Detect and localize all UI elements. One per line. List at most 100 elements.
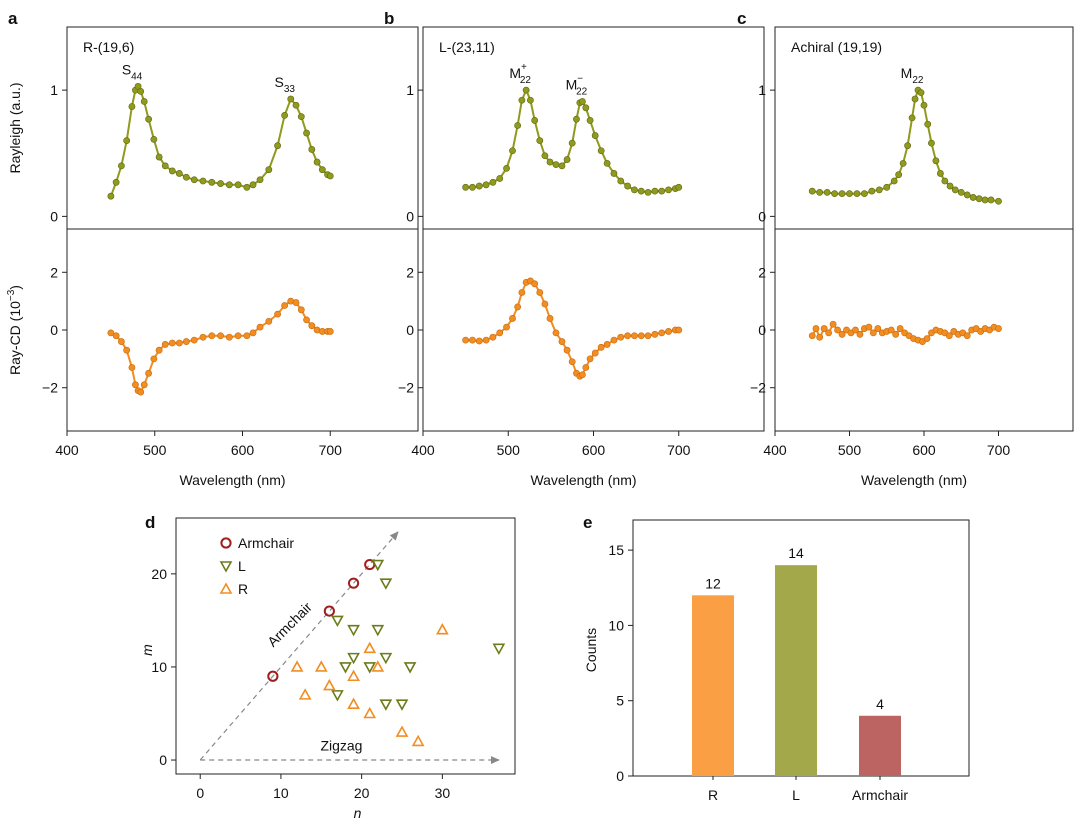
raycd-line [110,300,331,394]
raycd-point [834,326,841,334]
scatter-point-r [363,706,377,719]
peak-label: M− 22 [566,73,588,97]
raycd-point [820,325,828,332]
x-category-label: L [792,787,800,803]
y-tick-label: −2 [42,380,58,396]
rayleigh-point [951,186,959,194]
panel-c: c Achiral (19,19) 0 1 2 0 −2 400 500 600 700 Wavele… [737,9,1074,488]
scatter-point-l [371,559,385,572]
y-tick-label: 10 [608,617,624,633]
legend-label-r: R [238,581,248,597]
panel-letter-c: c [737,9,746,28]
raycd-point [597,343,605,351]
y-tick-label: 1 [406,82,414,98]
raycd-point [644,332,652,340]
rayleigh-point [552,161,560,169]
y-tick-label: 1 [758,82,766,98]
panel-e: e 0 5 10 15 Counts 12 R 14 L 4 Armchair [583,513,970,803]
rayleigh-point [182,173,190,181]
rayleigh-point [969,194,977,201]
rayleigh-point [168,167,176,175]
rayleigh-point [326,172,334,180]
rayleigh-point [496,175,504,182]
raycd-point [568,358,576,366]
scatter-point-r [298,688,312,700]
raycd-point [610,336,618,344]
peak-label: M+ 22 [509,62,531,86]
raycd-point [274,310,281,318]
x-axis-label: Wavelength (nm) [179,472,285,488]
raycd-point [475,337,483,345]
rayleigh-point [208,178,216,186]
raycd-point [249,329,257,337]
rayleigh-point [274,142,281,150]
rayleigh-point [527,96,534,104]
rayleigh-point [462,183,470,191]
raycd-point [631,332,638,340]
y-tick-label: 10 [151,659,167,675]
raycd-point [132,381,139,389]
scatter-point-l [492,643,506,655]
rayleigh-point [531,117,539,124]
panel-title: R-(19,6) [83,39,134,55]
rayleigh-point [675,183,683,191]
rayleigh-point [568,139,576,147]
rayleigh-point [489,178,497,186]
raycd-point [624,332,631,340]
x-tick-label: 20 [354,785,370,801]
y-tick-label: 2 [406,264,414,280]
x-tick-label: 400 [763,442,787,458]
rayleigh-point [155,153,163,161]
legend-marker-armchair [220,537,232,549]
rayleigh-point [190,176,198,184]
y-tick-label: 0 [50,208,58,224]
panel-letter-d: d [145,513,155,532]
rayleigh-point [808,187,816,195]
rayleigh-point [318,166,326,174]
peak-label: S44 [122,61,143,82]
bar-value-label: 14 [788,545,804,561]
rayleigh-point [234,181,242,189]
raycd-point [582,364,590,371]
raycd-point [496,329,504,337]
raycd-point [297,306,305,314]
rayleigh-point [579,98,586,105]
rayleigh-point [265,166,273,174]
y-tick-label: 0 [159,752,167,768]
rayleigh-point [217,180,224,187]
rayleigh-point [313,158,321,166]
panel-letter-b: b [384,9,394,28]
rayleigh-point [256,176,264,184]
rayleigh-point [118,162,125,170]
raycd-point [199,333,207,341]
rayleigh-point [637,187,645,195]
x-tick-label: 500 [838,442,862,458]
rayleigh-point [644,188,652,196]
y-axis-label-rayleigh: Rayleigh (a.u.) [7,82,23,173]
rayleigh-point [518,96,526,104]
rayleigh-point [308,146,316,153]
raycd-point [865,323,873,331]
rayleigh-point [995,197,1002,205]
scatter-point-r [363,641,377,654]
scatter-point-armchair [323,605,335,617]
rayleigh-point [936,170,944,177]
rayleigh-point [287,95,295,103]
y-tick-label: 2 [758,264,766,280]
x-axis-label: Wavelength (nm) [861,472,967,488]
rayleigh-point [853,190,861,198]
raycd-point [190,336,198,344]
rayleigh-point [249,181,257,189]
x-category-label: R [708,787,718,803]
rayleigh-point [932,157,940,165]
raycd-point [637,332,645,340]
raycd-point [591,349,599,357]
rayleigh-point [292,101,300,109]
legend-label-armchair: Armchair [238,535,294,551]
scatter-point-r [347,697,360,709]
raycd-point [887,326,895,334]
rayleigh-point [199,177,207,185]
scatter-point-l [347,624,360,637]
raycd-point [518,289,526,296]
raycd-point [945,332,953,340]
